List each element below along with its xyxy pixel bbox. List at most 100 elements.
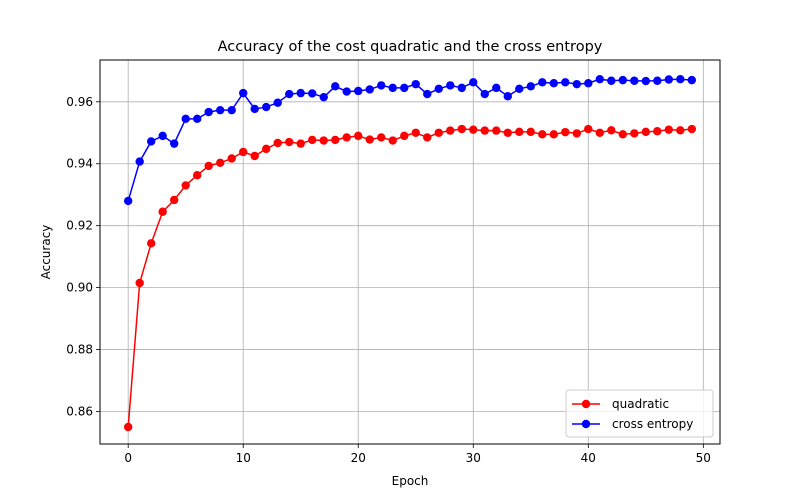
y-axis-title: Accuracy xyxy=(39,225,53,280)
data-point-quadratic xyxy=(515,127,524,137)
data-point-cross-entropy xyxy=(526,82,535,91)
data-point-cross-entropy xyxy=(572,79,581,89)
data-point-quadratic xyxy=(216,158,225,168)
data-point-cross-entropy xyxy=(285,89,294,99)
data-point-quadratic xyxy=(239,147,248,157)
data-point-cross-entropy xyxy=(158,131,167,141)
series-layer xyxy=(123,75,697,432)
data-point-cross-entropy xyxy=(607,76,616,85)
data-point-quadratic xyxy=(296,139,305,148)
data-point-cross-entropy xyxy=(342,87,351,96)
data-point-quadratic xyxy=(549,130,558,139)
data-point-quadratic xyxy=(135,278,144,288)
data-point-cross-entropy xyxy=(515,84,524,94)
data-point-cross-entropy xyxy=(434,84,443,94)
y-tick-label: 0.92 xyxy=(66,219,93,233)
data-point-quadratic xyxy=(584,124,593,134)
data-point-quadratic xyxy=(285,137,294,147)
data-point-quadratic xyxy=(434,128,443,137)
data-point-quadratic xyxy=(169,195,179,205)
data-point-quadratic xyxy=(400,131,409,141)
data-point-cross-entropy xyxy=(123,196,133,206)
data-point-quadratic xyxy=(273,138,282,148)
y-axis: 0.86 0.88 0.90 0.92 0.94 0.96 xyxy=(66,95,100,418)
data-point-cross-entropy xyxy=(250,104,259,114)
data-point-quadratic xyxy=(227,154,236,163)
data-point-cross-entropy xyxy=(538,78,547,87)
legend-label-quadratic: quadratic xyxy=(612,397,669,411)
data-point-cross-entropy xyxy=(676,75,685,84)
legend-box xyxy=(565,389,714,438)
data-point-quadratic xyxy=(388,136,397,145)
x-axis: 0 10 20 30 40 50 xyxy=(124,444,711,465)
data-point-cross-entropy xyxy=(308,89,317,98)
data-point-quadratic xyxy=(653,127,662,136)
data-point-cross-entropy xyxy=(365,85,374,94)
data-point-quadratic xyxy=(411,128,420,137)
data-point-cross-entropy xyxy=(446,81,455,90)
y-tick-label: 0.96 xyxy=(66,95,93,109)
x-tick-label: 10 xyxy=(236,451,251,465)
x-tick-label: 50 xyxy=(696,451,711,465)
data-point-cross-entropy xyxy=(354,86,363,96)
data-point-quadratic xyxy=(377,133,386,142)
data-point-cross-entropy xyxy=(503,92,512,101)
data-point-quadratic xyxy=(250,151,259,161)
y-tick-label: 0.86 xyxy=(66,404,93,418)
data-point-quadratic xyxy=(123,422,133,432)
data-point-cross-entropy xyxy=(641,76,651,86)
chart-title: Accuracy of the cost quadratic and the c… xyxy=(218,39,603,55)
data-point-quadratic xyxy=(308,135,317,145)
data-point-quadratic xyxy=(342,133,351,142)
data-point-cross-entropy xyxy=(135,157,144,166)
plot-frame xyxy=(99,59,721,445)
data-point-quadratic xyxy=(561,127,570,137)
data-point-quadratic xyxy=(526,127,535,137)
data-point-quadratic xyxy=(641,127,651,137)
data-point-cross-entropy xyxy=(216,105,225,115)
data-point-quadratic xyxy=(423,133,432,142)
data-point-cross-entropy xyxy=(273,98,282,107)
x-tick-label: 30 xyxy=(466,451,481,465)
data-point-cross-entropy xyxy=(469,78,478,87)
data-point-quadratic xyxy=(181,181,190,190)
data-point-cross-entropy xyxy=(595,75,604,84)
legend: quadratic cross entropy xyxy=(565,389,714,438)
data-point-cross-entropy xyxy=(492,83,501,93)
y-tick-label: 0.90 xyxy=(66,281,93,295)
data-point-cross-entropy xyxy=(549,79,558,88)
data-point-quadratic xyxy=(192,171,202,180)
data-point-quadratic xyxy=(664,125,674,134)
data-point-quadratic xyxy=(319,136,328,145)
data-point-quadratic xyxy=(457,124,466,134)
data-point-cross-entropy xyxy=(561,78,570,87)
data-point-quadratic xyxy=(572,129,581,138)
legend-marker-cross-entropy xyxy=(581,419,591,429)
data-point-cross-entropy xyxy=(377,81,386,90)
data-point-quadratic xyxy=(365,135,374,144)
data-point-cross-entropy xyxy=(239,88,248,98)
data-point-cross-entropy xyxy=(169,139,179,148)
data-point-quadratic xyxy=(676,126,685,135)
data-point-cross-entropy xyxy=(664,75,674,84)
data-point-cross-entropy xyxy=(227,105,236,115)
legend-marker-quadratic xyxy=(581,399,591,409)
x-axis-title: Epoch xyxy=(392,474,429,488)
data-point-quadratic xyxy=(630,129,639,138)
data-point-quadratic xyxy=(331,135,340,145)
y-tick-label: 0.88 xyxy=(66,343,93,357)
data-point-cross-entropy xyxy=(411,79,420,89)
x-tick-label: 0 xyxy=(124,451,132,465)
data-point-cross-entropy xyxy=(319,92,328,102)
data-point-quadratic xyxy=(204,161,213,171)
data-point-cross-entropy xyxy=(687,75,697,85)
data-point-cross-entropy xyxy=(618,75,628,85)
data-point-cross-entropy xyxy=(331,82,340,91)
data-point-quadratic xyxy=(595,128,604,137)
data-point-quadratic xyxy=(607,126,616,135)
data-point-quadratic xyxy=(354,131,363,141)
data-point-cross-entropy xyxy=(262,102,271,112)
data-point-quadratic xyxy=(158,207,167,216)
data-point-quadratic xyxy=(492,126,501,135)
